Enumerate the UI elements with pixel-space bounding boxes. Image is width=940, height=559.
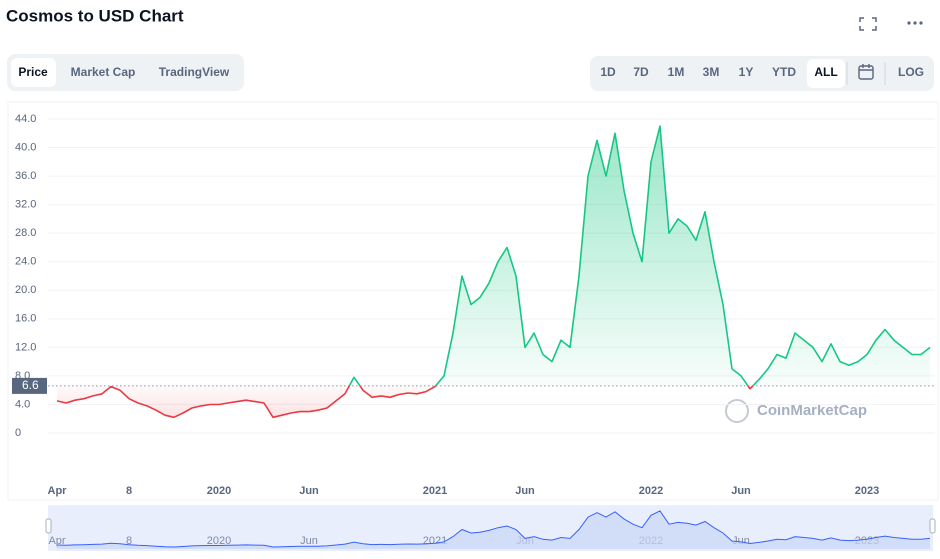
y-tick-label: 24.0 [15, 256, 36, 268]
fullscreen-icon[interactable] [859, 17, 877, 31]
y-tick-label: 28.0 [15, 227, 36, 239]
tab-active [11, 58, 56, 87]
calendar-icon[interactable] [858, 64, 874, 80]
navigator-label: Apr [48, 535, 65, 547]
watermark-text: CoinMarketCap [757, 402, 867, 419]
x-tick-label: 2021 [423, 485, 447, 497]
more-icon[interactable] [907, 21, 923, 25]
reference-label: 6.6 [22, 378, 39, 392]
y-tick-label: 32.0 [15, 199, 36, 211]
navigator-line [56, 510, 931, 548]
y-tick-label: 4.0 [15, 398, 30, 410]
y-tick-label: 12.0 [15, 341, 36, 353]
range-button[interactable]: ALL [814, 65, 837, 79]
tab[interactable]: TradingView [159, 65, 230, 79]
x-tick-label: 8 [126, 485, 132, 497]
range-active [807, 59, 845, 88]
y-tick-label: 20.0 [15, 284, 36, 296]
y-tick-label: 0 [15, 427, 21, 439]
navigator-handle[interactable] [929, 518, 936, 534]
x-tick-label: 2020 [207, 485, 231, 497]
watermark [725, 399, 749, 423]
y-tick-label: 40.0 [15, 141, 36, 153]
reference-label-bg [12, 377, 47, 394]
x-tick-label: Apr [48, 485, 68, 497]
price-area [57, 126, 930, 418]
tab-group [7, 54, 244, 91]
range-button[interactable]: 1M [668, 65, 685, 79]
navigator-handle[interactable] [45, 518, 52, 534]
navigator-label: Jun [300, 535, 318, 547]
x-tick-label: Jun [515, 485, 535, 497]
range-button[interactable]: 1D [600, 65, 616, 79]
navigator-label: 2020 [207, 535, 231, 547]
range-button[interactable]: 7D [633, 65, 649, 79]
tab[interactable]: Market Cap [71, 65, 136, 79]
chart-title: Cosmos to USD Chart [6, 6, 184, 25]
range-group [590, 56, 934, 91]
y-tick-label: 36.0 [15, 170, 36, 182]
plot-frame [7, 101, 939, 501]
y-tick-label: 16.0 [15, 313, 36, 325]
range-button[interactable]: 1Y [739, 65, 754, 79]
range-button[interactable]: YTD [772, 65, 796, 79]
x-tick-label: Jun [299, 485, 319, 497]
range-button[interactable]: 3M [703, 65, 720, 79]
y-tick-label: 44.0 [15, 113, 36, 125]
navigator-area [57, 510, 930, 549]
tab[interactable]: Price [18, 65, 48, 79]
log-button[interactable]: LOG [898, 65, 924, 79]
x-tick-label: 2023 [855, 485, 879, 497]
price-line [56, 125, 931, 419]
x-tick-label: 2022 [639, 485, 663, 497]
navigator-label: 8 [126, 535, 132, 547]
x-tick-label: Jun [731, 485, 751, 497]
